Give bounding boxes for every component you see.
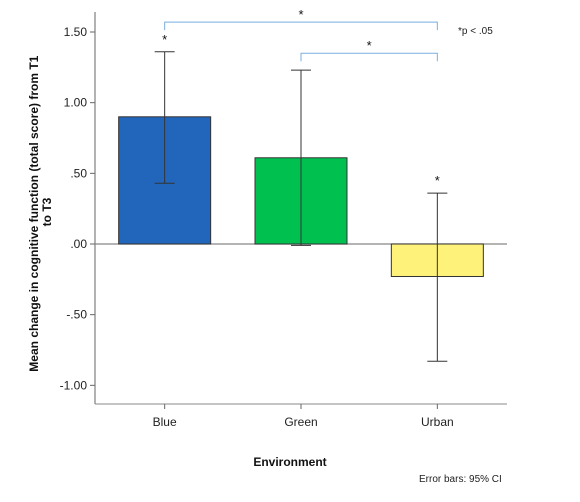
x-tick-label: Green — [284, 415, 317, 429]
x-tick-label: Blue — [153, 415, 177, 429]
y-axis: 1.50 1.00 .50 .00 -.50 -1.00 — [60, 12, 96, 404]
x-axis-title: Environment — [253, 455, 326, 469]
y-tick-label: .00 — [70, 237, 87, 251]
bracket-green-urban — [300, 52, 438, 62]
y-tick-label: -1.00 — [60, 378, 88, 392]
significance-star: * — [435, 173, 440, 188]
y-tick-label: .50 — [70, 166, 87, 180]
bracket-blue-urban — [164, 21, 438, 31]
y-axis-title-line-1: Mean change in cognitive function (total… — [27, 55, 41, 371]
bracket-star: * — [298, 7, 303, 22]
y-tick-label: 1.50 — [64, 25, 88, 39]
bracket-star: * — [367, 38, 372, 53]
x-tick-label: Urban — [421, 415, 454, 429]
y-axis-title-line-2: to T3 — [40, 197, 54, 226]
y-tick-label: -.50 — [66, 308, 87, 322]
y-tick-label: 1.00 — [64, 96, 88, 110]
significance-brackets: ** — [164, 7, 438, 62]
significance-note: *p < .05 — [458, 26, 493, 37]
error-bars-note: Error bars: 95% CI — [419, 474, 502, 485]
error-bars: ** — [154, 32, 448, 362]
y-axis-title: Mean change in cognitive function (total… — [27, 52, 54, 371]
significance-star: * — [162, 32, 167, 47]
